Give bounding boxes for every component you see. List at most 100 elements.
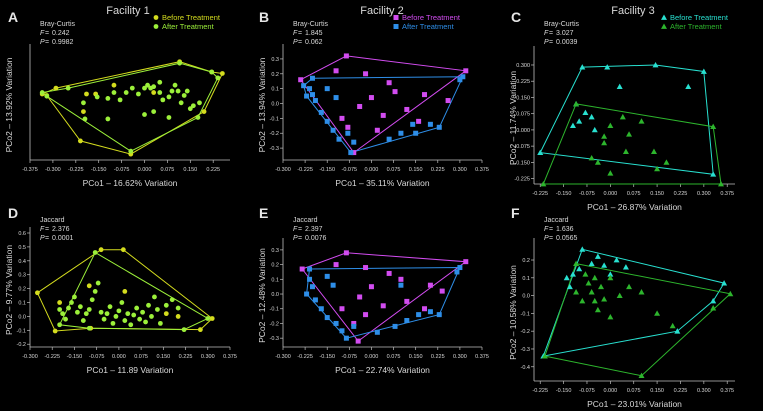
data-point-before — [463, 68, 469, 74]
y-tick-label: 0.225 — [516, 79, 530, 85]
data-point-after — [66, 305, 71, 311]
x-tick-label: -0.150 — [91, 167, 107, 173]
data-point-after — [160, 97, 166, 103]
data-point-before — [343, 250, 349, 256]
data-point-before — [700, 68, 707, 74]
y-tick-label: -0.3 — [521, 347, 530, 353]
data-point-before — [582, 109, 589, 115]
p-value: 0.0076 — [305, 235, 327, 242]
y-tick-label: 0.2 — [271, 263, 279, 269]
hull-before — [40, 61, 224, 155]
data-point-after — [142, 112, 147, 117]
data-point-after — [215, 75, 221, 81]
data-point-after — [607, 170, 614, 176]
data-point-before — [416, 118, 422, 124]
x-tick-label: -0.150 — [556, 388, 572, 394]
data-point-before — [151, 90, 157, 95]
y-tick-label: -0.3 — [270, 336, 279, 342]
data-point-after — [650, 148, 657, 154]
p-equals: = — [549, 235, 553, 242]
x-tick-label: 0.150 — [650, 191, 664, 197]
data-point-after — [86, 307, 92, 312]
data-point-after — [427, 309, 433, 315]
data-point-after — [163, 302, 169, 308]
f-label: F — [293, 226, 298, 233]
panel-letter: E — [259, 205, 268, 221]
data-point-after — [60, 311, 65, 317]
data-point-after — [717, 181, 724, 187]
x-tick-label: -0.225 — [297, 354, 313, 360]
y-tick-label: 0.2 — [522, 258, 530, 264]
metric-label: Jaccard — [40, 217, 65, 224]
data-point-before — [163, 311, 169, 317]
x-tick-label: 0.150 — [156, 354, 170, 360]
panel-b: -0.300 -0.225 -0.150 -0.075 0.000 0.075 0.150 0… — [257, 9, 489, 188]
data-point-after — [591, 274, 598, 281]
data-point-before — [710, 171, 717, 177]
y-axis-label: PCo2 – 12.48% Variation — [257, 248, 267, 343]
x-tick-label: -0.225 — [532, 191, 548, 197]
data-point-after — [541, 353, 548, 359]
y-tick-label: 0.2 — [271, 72, 279, 78]
legend-entry: Before Treatment — [162, 13, 221, 22]
y-tick-label: 0.0 — [271, 292, 279, 298]
data-point-after — [80, 318, 86, 323]
legend-entry: After Treatment — [670, 22, 723, 31]
data-point-after — [57, 322, 63, 328]
data-point-after — [184, 88, 190, 94]
data-point-after — [157, 79, 163, 85]
data-point-after — [125, 311, 131, 317]
f-equals: = — [45, 30, 49, 37]
data-point-after — [175, 305, 181, 311]
data-point-before — [579, 246, 586, 252]
data-point-after — [209, 69, 215, 75]
y-tick-label: -0.1 — [521, 311, 530, 317]
x-tick-label: 0.300 — [453, 167, 467, 173]
data-point-after — [195, 115, 201, 120]
data-point-after — [416, 312, 422, 318]
data-point-after — [579, 297, 586, 304]
f-label: F — [40, 30, 45, 37]
data-point-after — [324, 86, 330, 92]
data-point-before — [613, 257, 620, 263]
data-point-after — [181, 327, 187, 333]
data-point-before — [363, 265, 369, 271]
y-tick-label: 0.2 — [18, 287, 26, 293]
data-point-after — [457, 265, 463, 271]
data-point-after — [119, 300, 125, 305]
f-value: 0.242 — [52, 30, 70, 37]
x-tick-label: -0.075 — [89, 354, 105, 360]
data-point-before — [368, 284, 374, 290]
data-point-before — [345, 124, 351, 130]
x-tick-label: 0.375 — [475, 167, 489, 173]
data-point-before — [427, 282, 433, 288]
data-point-after — [83, 311, 89, 317]
data-point-after — [75, 309, 80, 315]
data-point-after — [178, 100, 184, 106]
x-tick-label: 0.225 — [674, 191, 688, 197]
data-point-before — [576, 118, 583, 124]
data-point-after — [135, 91, 141, 97]
y-tick-label: -0.1 — [270, 307, 279, 313]
x-tick-label: 0.000 — [138, 167, 152, 173]
x-tick-label: 0.075 — [387, 167, 401, 173]
panel-a: -0.375 -0.300 -0.225 -0.150 -0.075 0.000 0.075… — [4, 9, 230, 188]
data-point-before — [674, 328, 681, 334]
data-point-after — [172, 82, 178, 88]
x-tick-label: -0.225 — [44, 354, 60, 360]
data-point-after — [348, 150, 354, 156]
data-point-after — [110, 320, 116, 326]
data-point-after — [374, 329, 380, 335]
data-point-before — [652, 61, 659, 68]
x-tick-label: 0.375 — [475, 354, 489, 360]
data-point-after — [111, 90, 117, 95]
data-point-after — [149, 314, 154, 319]
data-point-after — [324, 118, 330, 124]
data-point-after — [39, 90, 45, 95]
y-axis-label: PCo2 – 9.77% Variation — [4, 245, 14, 335]
data-point-after — [573, 289, 580, 295]
data-point-before — [339, 306, 345, 312]
data-point-before — [111, 82, 117, 88]
metric-label: Bray-Curtis — [40, 21, 76, 28]
